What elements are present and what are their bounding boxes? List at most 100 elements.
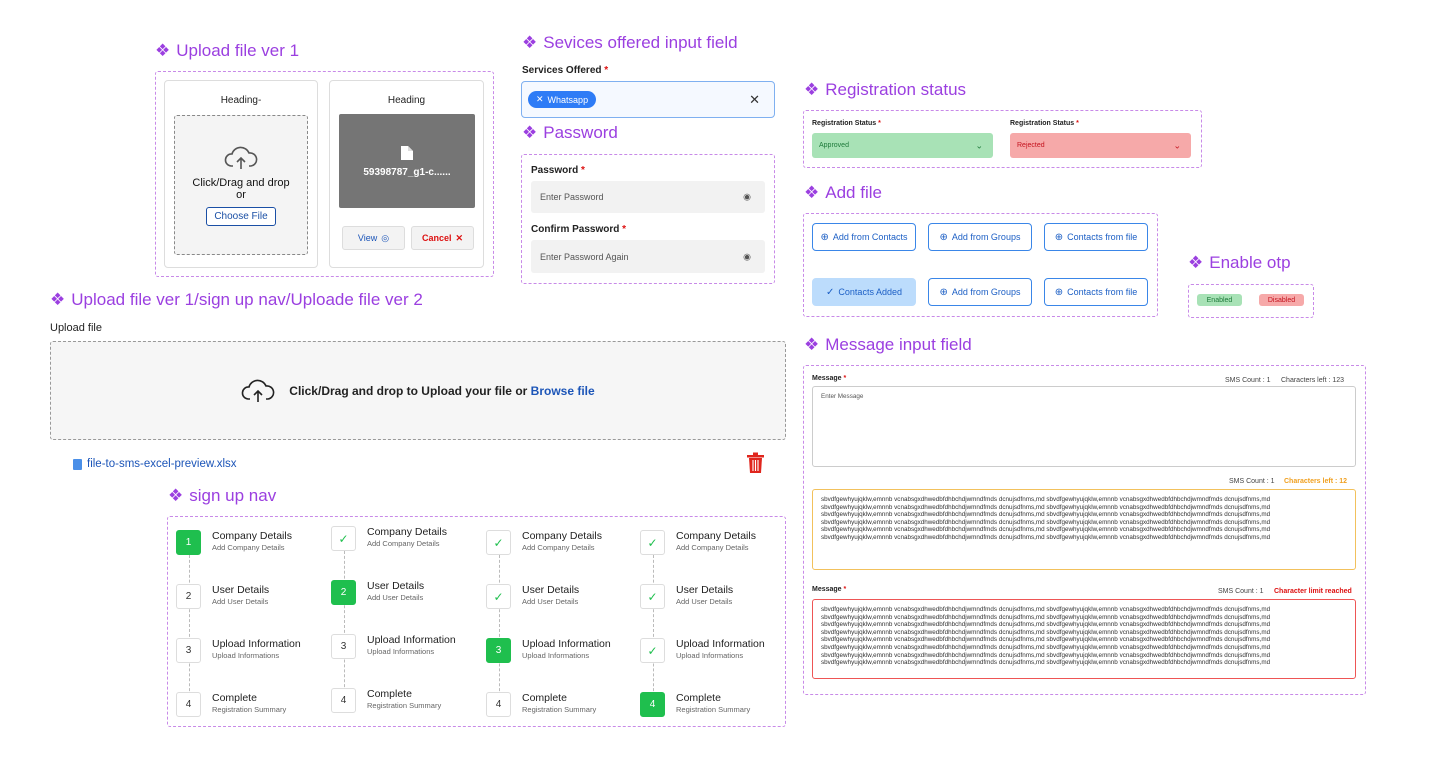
section-title-services: ❖ Sevices offered input field [522, 33, 738, 52]
browse-file-link[interactable]: Browse file [530, 383, 595, 398]
otp-disabled-toggle[interactable]: Disabled [1259, 294, 1304, 306]
service-chip[interactable]: ✕ Whatsapp [528, 91, 597, 108]
cancel-button[interactable]: Cancel ✕ [411, 226, 474, 250]
message-frame [803, 365, 1366, 695]
contacts-from-file-button[interactable]: ⊕ Contacts from file [1044, 278, 1148, 306]
signup-nav-variant-1: 1 Company Details Add Company Details 2 U… [176, 530, 316, 720]
contacts-added-button[interactable]: ✓ Contacts Added [812, 278, 916, 306]
check-icon: ✓ [486, 584, 511, 609]
message-label: Message * [812, 586, 847, 593]
sms-count: SMS Count : 1 [1218, 588, 1264, 595]
section-title-message: ❖ Message input field [804, 335, 972, 354]
step-item[interactable]: 3 Upload Information Upload Informations [331, 634, 456, 659]
step-item[interactable]: ✓ Company Details Add Company Details [331, 526, 447, 551]
add-from-contacts-button[interactable]: ⊕ Add from Contacts [812, 223, 916, 251]
message-textarea-error[interactable]: sbvdfgewhyujqklw,emnnb vcnabsgxdhwedbfdh… [812, 599, 1356, 679]
message-textarea[interactable]: Enter Message [812, 386, 1356, 467]
sms-count: SMS Count : 1 [1225, 377, 1271, 384]
upload-preview-card: Heading 59398787_g1-c...... View ◎ Cance… [329, 80, 484, 268]
registration-frame [803, 110, 1202, 168]
password-label: Password * [531, 165, 585, 176]
eye-icon[interactable]: ◉ [743, 251, 751, 261]
step-item[interactable]: 4 Complete Registration Summary [176, 692, 286, 717]
add-from-groups-button[interactable]: ⊕ Add from Groups [928, 278, 1032, 306]
file-icon [73, 458, 82, 470]
step-number: 3 [486, 638, 511, 663]
add-user-icon: ⊕ [939, 286, 948, 298]
step-item[interactable]: ✓ Company Details Add Company Details [486, 530, 602, 555]
section-title-password: ❖ Password [522, 123, 618, 142]
step-item[interactable]: ✓ User Details Add User Details [486, 584, 579, 609]
upload-v1-frame [155, 71, 494, 277]
choose-file-button[interactable]: Choose File [206, 206, 276, 226]
chip-close-icon[interactable]: ✕ [536, 94, 544, 104]
step-number: 3 [331, 634, 356, 659]
check-icon: ✓ [640, 530, 665, 555]
trash-icon[interactable] [746, 452, 765, 474]
section-title-enable-otp: ❖ Enable otp [1188, 253, 1291, 272]
otp-frame [1188, 284, 1314, 318]
dropzone[interactable]: Click/Drag and drop or Choose File [174, 115, 308, 255]
services-input[interactable]: ✕ Whatsapp ✕ [521, 81, 775, 118]
section-title-add-file: ❖ Add file [804, 183, 882, 202]
section-title-upload-v1: ❖ Upload file ver 1 [155, 41, 300, 60]
password-input[interactable]: Enter Password ◉ [531, 181, 765, 213]
add-from-groups-button[interactable]: ⊕ Add from Groups [928, 223, 1032, 251]
add-user-icon: ⊕ [939, 231, 948, 243]
step-item[interactable]: 2 User Details Add User Details [331, 580, 424, 605]
step-item[interactable]: 4 Complete Registration Summary [640, 692, 750, 717]
step-item[interactable]: ✓ User Details Add User Details [640, 584, 733, 609]
diamond-icon: ❖ [804, 80, 820, 99]
step-number: 4 [331, 688, 356, 713]
step-item[interactable]: 4 Complete Registration Summary [331, 688, 441, 713]
step-number: 4 [640, 692, 665, 717]
step-number: 2 [331, 580, 356, 605]
check-icon: ✓ [640, 584, 665, 609]
step-connector [499, 555, 500, 701]
clear-icon[interactable]: ✕ [749, 92, 760, 107]
characters-left: Characters left : 123 [1281, 377, 1345, 384]
upload-dropzone-text: Click/Drag and drop to Upload your file … [289, 383, 595, 398]
file-name: 59398787_g1-c...... [363, 166, 451, 178]
upload-file-label: Upload file [50, 322, 102, 334]
upload-card: Heading- Click/Drag and drop or Choose F… [164, 80, 318, 268]
signup-nav-variant-2: ✓ Company Details Add Company Details 2 U… [331, 526, 471, 720]
check-icon: ✓ [826, 286, 835, 298]
step-item[interactable]: 4 Complete Registration Summary [486, 692, 596, 717]
signup-nav-frame [167, 516, 786, 727]
step-item[interactable]: 1 Company Details Add Company Details [176, 530, 292, 555]
diamond-icon: ❖ [522, 123, 538, 142]
otp-enabled-toggle[interactable]: Enabled [1197, 294, 1242, 306]
signup-nav-variant-4: ✓ Company Details Add Company Details ✓ U… [640, 530, 780, 720]
step-item[interactable]: 3 Upload Information Upload Informations [486, 638, 611, 663]
step-item[interactable]: 2 User Details Add User Details [176, 584, 269, 609]
upload-dropzone[interactable]: Click/Drag and drop to Upload your file … [50, 341, 786, 440]
dropzone-text: Click/Drag and drop [192, 176, 290, 189]
characters-left-warning: Characters left : 12 [1284, 478, 1348, 485]
diamond-icon: ❖ [1188, 253, 1204, 272]
contacts-from-file-button[interactable]: ⊕ Contacts from file [1044, 223, 1148, 251]
uploaded-file[interactable]: file-to-sms-excel-preview.xlsx [73, 458, 237, 470]
check-icon: ✓ [640, 638, 665, 663]
step-connector [653, 555, 654, 701]
eye-icon[interactable]: ◉ [743, 191, 751, 202]
services-label: Services Offered * [522, 65, 609, 76]
registration-select-rejected[interactable]: Rejected ⌄ [1010, 133, 1191, 158]
step-item[interactable]: 3 Upload Information Upload Informations [176, 638, 301, 663]
registration-select-approved[interactable]: Approved ⌄ [812, 133, 993, 158]
section-title-signup-nav: ❖ sign up nav [168, 486, 277, 505]
step-item[interactable]: ✓ Upload Information Upload Informations [640, 638, 765, 663]
file-icon [401, 145, 413, 160]
diamond-icon: ❖ [804, 335, 820, 354]
message-textarea-warning[interactable]: sbvdfgewhyujqklw,emnnb vcnabsgxdhwedbfdh… [812, 489, 1356, 570]
diamond-icon: ❖ [804, 183, 820, 202]
close-icon: ✕ [455, 232, 464, 243]
step-item[interactable]: ✓ Company Details Add Company Details [640, 530, 756, 555]
view-button[interactable]: View ◎ [342, 226, 405, 250]
diamond-icon: ❖ [522, 33, 538, 52]
cloud-upload-icon [224, 146, 258, 169]
file-preview: 59398787_g1-c...... [339, 114, 475, 208]
section-title-upload-v2: ❖ Upload file ver 1/sign up nav/Uploade f… [50, 290, 423, 309]
add-user-icon: ⊕ [1054, 286, 1064, 298]
confirm-password-input[interactable]: Enter Password Again ◉ [531, 240, 765, 273]
